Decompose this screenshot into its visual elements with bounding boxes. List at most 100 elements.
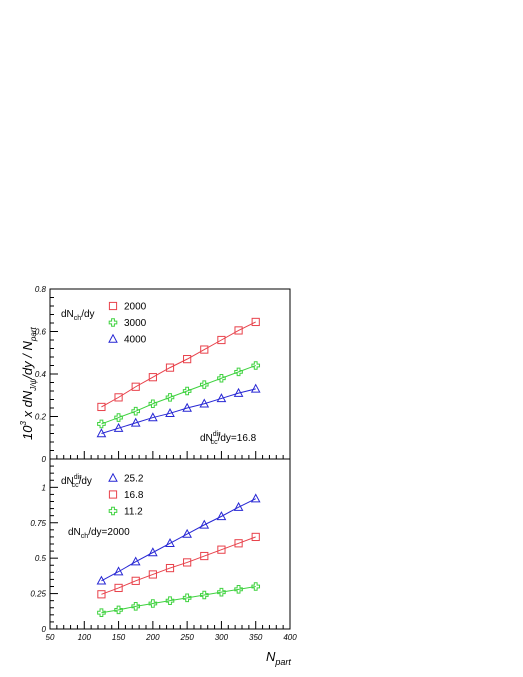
data-point <box>114 413 123 422</box>
data-point <box>97 402 106 412</box>
data-point <box>114 605 123 615</box>
data-point <box>234 367 243 377</box>
legend-label: 25.2 <box>124 474 144 485</box>
data-point <box>217 587 226 597</box>
x-tick-label: 250 <box>179 633 194 642</box>
series-25.2 <box>96 493 261 585</box>
legend-marker <box>108 490 118 499</box>
data-point <box>251 317 260 327</box>
legend-title: dNdir cc/dy <box>61 474 92 489</box>
legend-marker <box>108 472 118 482</box>
data-point <box>217 335 226 345</box>
series-line <box>101 365 256 425</box>
bottom-panel: 0 0.25 0.5 0.75 1 dNdir cc/dy 25.2 16.8 11.2 dNch/… <box>30 458 291 634</box>
data-point <box>97 608 106 618</box>
data-point <box>182 528 192 538</box>
data-point <box>234 326 243 335</box>
legend-marker <box>108 506 118 516</box>
x-tick-label: 400 <box>283 633 297 642</box>
data-point <box>96 575 107 585</box>
series-4000 <box>96 383 261 438</box>
x-tick-label: 100 <box>78 633 92 642</box>
data-point <box>148 373 157 382</box>
legend-marker <box>108 333 118 343</box>
data-point <box>131 382 140 391</box>
data-point <box>200 551 209 561</box>
data-point <box>165 563 175 573</box>
y-tick-label: 0.4 <box>35 370 47 379</box>
data-point <box>113 422 124 432</box>
data-point <box>251 361 261 370</box>
legend-label: 4000 <box>124 335 147 346</box>
y-axis-title: 103 x dNJ/ψ/dy / Npart <box>19 327 38 440</box>
data-point <box>250 493 261 503</box>
data-point <box>233 501 244 511</box>
data-point <box>130 417 141 427</box>
data-point <box>114 583 123 593</box>
x-tick-label: 150 <box>112 633 126 642</box>
data-point <box>216 511 227 521</box>
series-2000 <box>97 317 260 412</box>
data-point <box>217 545 226 554</box>
legend-marker <box>108 301 118 311</box>
data-point <box>217 373 226 383</box>
data-point <box>148 412 158 422</box>
data-point <box>199 519 210 529</box>
data-point <box>148 399 158 409</box>
data-point <box>113 566 124 576</box>
data-point <box>216 393 227 403</box>
legend-label: 16.8 <box>124 490 144 501</box>
x-tick-label: 50 <box>46 633 55 642</box>
data-point <box>165 538 175 547</box>
data-point <box>200 345 209 354</box>
data-point <box>183 355 192 364</box>
top-panel: 0 0.2 0.4 0.6 0.8 dNch/dy 2000 3000 4000 dNdir cc/… <box>35 285 291 464</box>
y-tick-label: 0.8 <box>35 285 47 294</box>
series-line <box>101 321 256 408</box>
data-point <box>182 593 192 603</box>
series-3000 <box>97 361 261 429</box>
data-point <box>199 590 209 600</box>
legend-marker <box>108 318 118 327</box>
data-point <box>182 386 192 396</box>
y-tick-label: 1 <box>42 483 46 492</box>
data-point <box>97 590 106 599</box>
y-tick-label: 0.2 <box>35 413 47 422</box>
annotation: dNdir cc/dy=16.8 <box>200 431 257 446</box>
data-point <box>148 599 158 608</box>
y-tick-label: 0.75 <box>30 519 46 528</box>
x-tick-label: 200 <box>145 633 160 642</box>
data-point <box>251 582 261 591</box>
data-point <box>199 398 210 408</box>
data-point <box>251 532 260 542</box>
data-point <box>234 539 243 548</box>
data-point <box>165 363 175 372</box>
series-line <box>101 498 256 582</box>
legend-title: dNch/dy <box>61 309 95 322</box>
x-axis-title: Npart <box>266 649 291 667</box>
series-11.2 <box>97 582 261 618</box>
data-point <box>148 570 157 579</box>
series-16.8 <box>97 532 260 599</box>
series-line <box>101 536 256 595</box>
legend-label: 2000 <box>124 302 147 313</box>
legend-label: 11.2 <box>124 507 143 518</box>
x-tick-label: 350 <box>249 633 263 642</box>
data-point <box>97 419 106 429</box>
data-point <box>165 408 175 418</box>
data-point <box>131 406 141 416</box>
data-point <box>114 393 123 402</box>
y-tick-label: 0.5 <box>35 554 47 563</box>
data-point <box>234 585 243 594</box>
data-point <box>131 576 140 585</box>
annotation: dNch/dy=2000 <box>68 527 130 540</box>
y-tick-label: 0.6 <box>35 328 47 337</box>
data-point <box>165 393 175 402</box>
x-tick-label: 300 <box>215 633 229 642</box>
y-tick-label: 0.25 <box>30 590 46 599</box>
data-point <box>199 380 209 389</box>
data-point <box>250 383 261 393</box>
series-line <box>101 388 256 434</box>
y-tick-label: 0 <box>42 625 47 634</box>
